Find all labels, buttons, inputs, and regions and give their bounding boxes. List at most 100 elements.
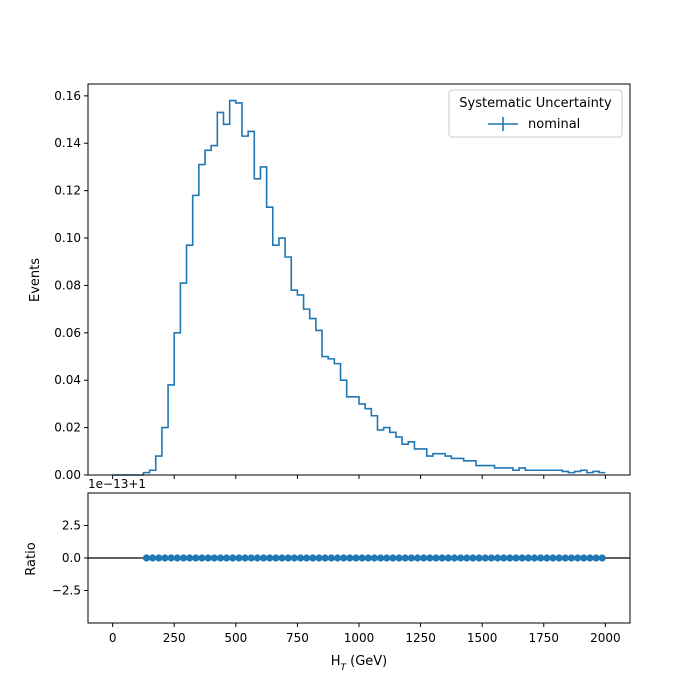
ratio-point	[364, 554, 372, 562]
ratio-point	[586, 554, 594, 562]
ratio-point	[407, 554, 415, 562]
ratio-panel-frame	[87, 492, 631, 624]
ratio-point	[518, 554, 526, 562]
ratio-point	[567, 554, 576, 562]
ratio-point	[549, 554, 557, 562]
ratio-point	[235, 554, 243, 562]
x-tick-label: 500	[224, 631, 247, 645]
ratio-point	[266, 554, 274, 562]
ratio-point	[413, 554, 422, 562]
ratio-point	[469, 554, 477, 562]
nominal-histogram-line	[112, 99, 606, 476]
x-tick-label: 250	[163, 631, 186, 645]
ratio-point	[463, 554, 471, 562]
ratio-point	[432, 554, 440, 562]
ratio-point	[333, 554, 342, 562]
ratio-point	[420, 554, 428, 562]
ratio-points	[142, 554, 606, 562]
ratio-point	[278, 554, 286, 562]
ratio-point	[401, 554, 409, 562]
ratio-point	[512, 554, 520, 562]
ratio-point	[475, 554, 483, 562]
ratio-point	[506, 554, 514, 562]
ratio-point	[444, 554, 452, 562]
ratio-point	[346, 554, 354, 562]
y-axis-ticks: 0.00 0.02 0.04 0.06 0.08 0.10 0.12 0.14 0.16	[54, 89, 88, 482]
main-histogram-panel: 0.00 0.02 0.04 0.06 0.08 0.10 0.12 0.14 0.16 Eve…	[28, 83, 631, 482]
ratio-point	[340, 554, 348, 562]
x-axis-ticks-top-panel	[112, 475, 606, 479]
ratio-point	[450, 554, 459, 562]
ratio-point	[173, 554, 181, 562]
ratio-point	[358, 554, 366, 562]
y-tick-label: 0.00	[54, 468, 81, 482]
ratio-point	[229, 554, 237, 562]
top-panel-frame	[87, 83, 631, 476]
ratio-point	[222, 554, 231, 562]
ratio-y-tick-label: 0.0	[62, 551, 81, 565]
ratio-point	[574, 554, 582, 562]
ratio-point	[259, 554, 268, 562]
ratio-y-tick-label: −2.5	[52, 584, 81, 598]
ratio-point	[179, 554, 188, 562]
ratio-point	[370, 554, 378, 562]
ratio-point	[438, 554, 446, 562]
y-tick-label: 0.14	[54, 136, 81, 150]
y-tick-label: 0.04	[54, 373, 81, 387]
ratio-point	[309, 554, 317, 562]
x-tick-label: 1000	[344, 631, 375, 645]
ratio-point	[500, 554, 508, 562]
y-tick-label: 0.12	[54, 184, 81, 198]
ratio-point	[192, 554, 200, 562]
ratio-point	[198, 554, 206, 562]
ratio-point	[204, 554, 212, 562]
ratio-point	[537, 554, 545, 562]
legend-box	[448, 89, 623, 138]
x-axis-ticks: 0 250 500 750 1000 1250 1500 1750 2000	[109, 623, 621, 645]
ratio-point	[457, 554, 465, 562]
ratio-point	[555, 554, 563, 562]
ratio-point	[530, 554, 539, 562]
x-tick-label: 1750	[528, 631, 559, 645]
legend-marker-nominal	[488, 117, 518, 131]
y-tick-label: 0.08	[54, 278, 81, 292]
ratio-panel: −2.5 0.0 2.5 0 250 500 750 1000 1250 1500 1750 200…	[24, 477, 631, 673]
ratio-point	[290, 554, 298, 562]
ratio-y-tick-label: 2.5	[62, 519, 81, 533]
ratio-y-axis-ticks: −2.5 0.0 2.5	[52, 519, 88, 598]
x-tick-label: 2000	[590, 631, 621, 645]
ratio-point	[524, 554, 532, 562]
y-tick-label: 0.10	[54, 231, 81, 245]
ratio-point	[142, 554, 151, 562]
ratio-offset-text: 1e−13+1	[88, 477, 146, 491]
ratio-point	[493, 554, 502, 562]
ratio-point	[167, 554, 175, 562]
ratio-point	[186, 554, 194, 562]
ratio-point	[327, 554, 335, 562]
legend: Systematic Uncertainty nominal	[448, 89, 623, 138]
ratio-point	[598, 554, 606, 562]
ratio-point	[487, 554, 496, 562]
x-tick-label: 0	[109, 631, 117, 645]
legend-entry-nominal: nominal	[528, 117, 580, 132]
ratio-point	[426, 554, 434, 562]
ratio-point	[395, 554, 403, 562]
ratio-point	[376, 554, 385, 562]
ratio-point	[253, 554, 261, 562]
ratio-point	[161, 554, 169, 562]
y-tick-label: 0.06	[54, 326, 81, 340]
ratio-point	[580, 554, 588, 562]
y-axis-title: Events	[28, 258, 43, 302]
ratio-point	[481, 554, 489, 562]
ratio-point	[247, 554, 255, 562]
x-tick-label: 1250	[405, 631, 436, 645]
ratio-point	[272, 554, 280, 562]
ratio-point	[149, 554, 157, 562]
ratio-point	[389, 554, 397, 562]
ratio-point	[216, 554, 225, 562]
x-tick-label: 750	[286, 631, 309, 645]
ratio-point	[352, 554, 360, 562]
ratio-point	[383, 554, 391, 562]
ratio-point	[321, 554, 329, 562]
